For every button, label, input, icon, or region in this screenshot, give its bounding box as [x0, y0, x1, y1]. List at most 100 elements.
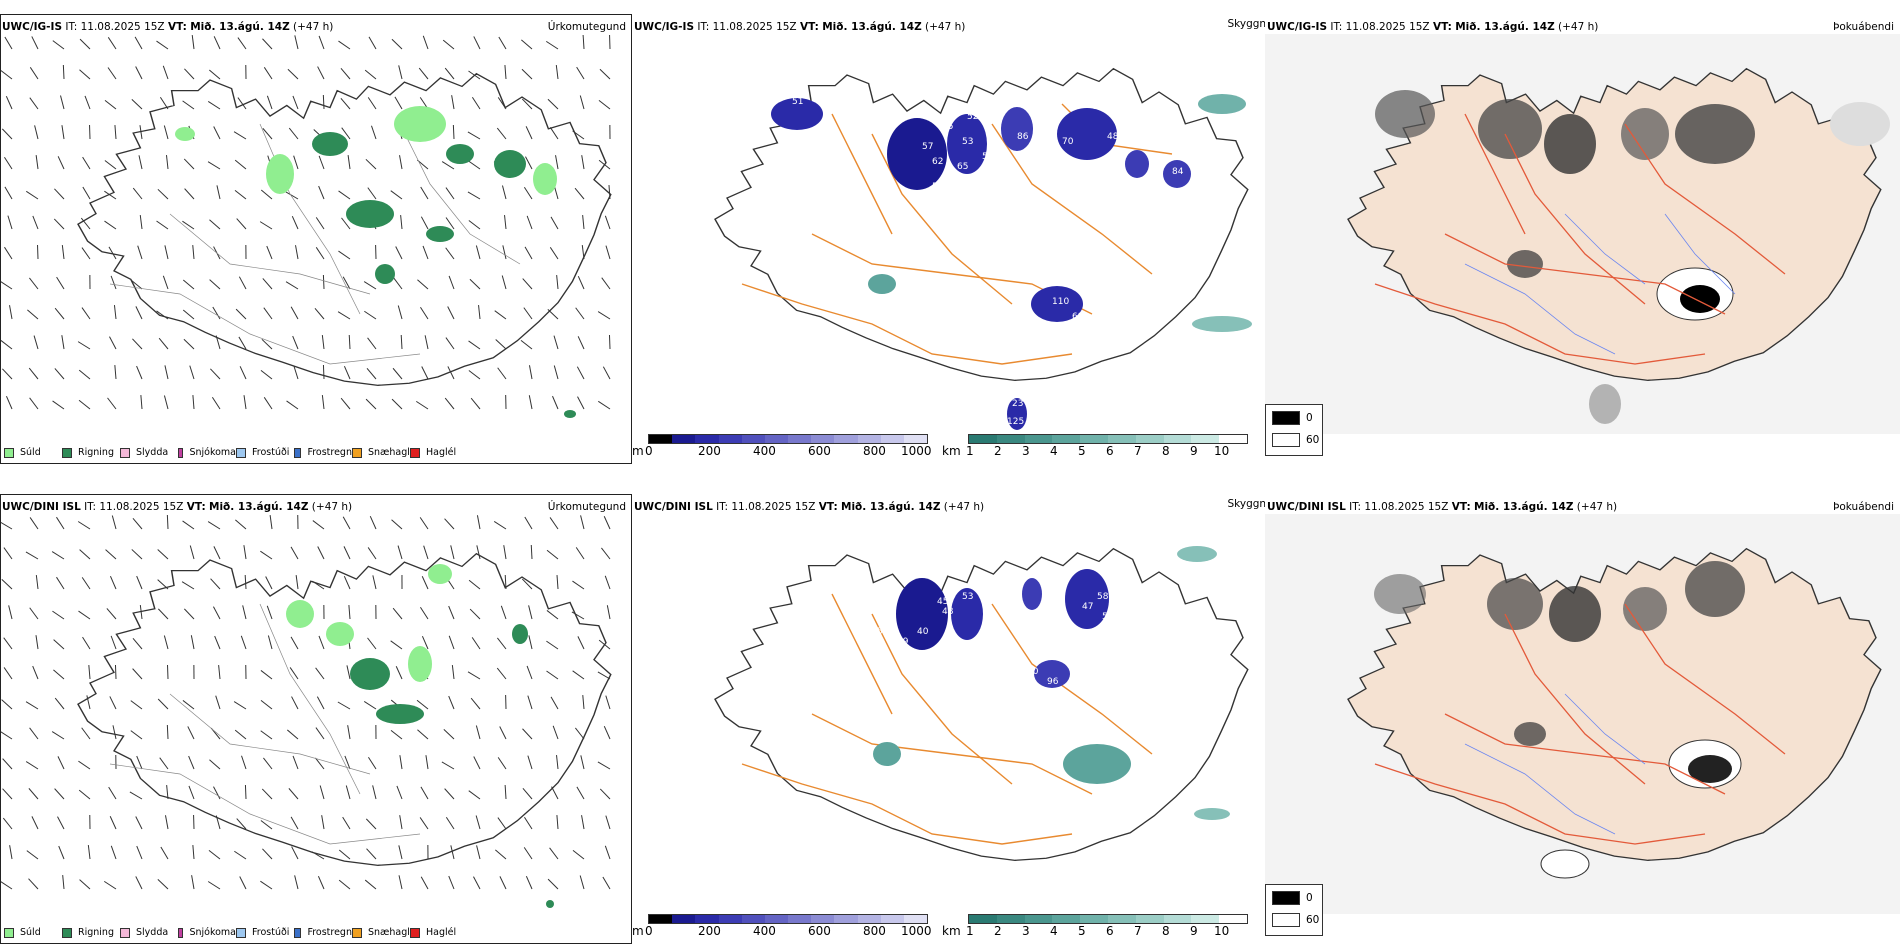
- wind-barb: [475, 725, 481, 740]
- elevation-tick: 1000: [901, 444, 932, 458]
- wind-barb: [212, 306, 221, 320]
- peak-label: 55: [1102, 612, 1113, 622]
- wind-barb: [522, 788, 533, 800]
- visibility-tick: 3: [1022, 924, 1030, 938]
- wind-barb: [241, 755, 247, 770]
- wind-barb: [574, 187, 585, 200]
- wind-barb: [338, 849, 351, 860]
- wind-barb: [475, 245, 481, 260]
- wind-barb: [237, 37, 247, 50]
- it-label: IT:: [716, 501, 729, 513]
- panel-fog-dini: UWC/DINI ISL IT: 11.08.2025 15Z VT: Mið.…: [1265, 494, 1900, 944]
- wind-barb: [521, 578, 533, 590]
- wind-barb: [163, 125, 169, 140]
- wind-barb: [556, 755, 559, 770]
- legend-swatch: [410, 927, 420, 938]
- wind-barb: [182, 220, 195, 230]
- wind-barb: [574, 727, 585, 740]
- wind-barb: [468, 370, 481, 380]
- wind-barb: [80, 217, 91, 230]
- wind-barb: [582, 215, 585, 230]
- low-visibility-areas: [873, 546, 1230, 820]
- wind-barb: [364, 69, 377, 80]
- wind-barb: [182, 309, 195, 320]
- elevation-unit: m: [632, 924, 644, 938]
- legend-swatch: [120, 447, 130, 458]
- wind-barb: [576, 66, 585, 80]
- wind-barb: [390, 640, 403, 650]
- wind-barb: [346, 665, 351, 680]
- wind-barb: [113, 305, 117, 320]
- wind-barb: [28, 878, 39, 890]
- legend-swatch: [120, 927, 130, 938]
- precip-type-legend: Súld Rigning Slydda Snjókoma Frostúði Fr…: [4, 447, 468, 458]
- wind-barb: [399, 755, 403, 770]
- wind-barb: [419, 517, 429, 530]
- legend-swatch: [410, 447, 420, 458]
- wind-barb: [0, 521, 13, 530]
- panel-header: UWC/DINI ISL IT: 11.08.2025 15Z VT: Mið.…: [2, 501, 352, 513]
- wind-barb: [107, 37, 117, 50]
- peak-label: 57: [922, 142, 933, 152]
- elevation-bar: [648, 914, 928, 924]
- wind-barb: [416, 699, 429, 710]
- legend-item: Haglél: [410, 447, 468, 458]
- wind-barb: [420, 876, 429, 890]
- wind-barb: [136, 845, 143, 860]
- wind-barb: [499, 726, 507, 740]
- wind-barb: [290, 546, 299, 560]
- wind-barb: [497, 817, 507, 830]
- wind-barb: [52, 610, 65, 620]
- init-time: 11.08.2025 15Z: [1364, 501, 1449, 513]
- wind-barb: [396, 785, 403, 800]
- legend-item: Frostúði: [236, 447, 294, 458]
- wind-barb: [317, 875, 325, 890]
- wind-barb: [293, 155, 299, 170]
- legend-item: Snjókoma: [178, 927, 236, 938]
- wind-barb: [473, 876, 481, 890]
- vt-label: VT:: [186, 501, 206, 513]
- model-name: UWC/DINI ISL: [634, 501, 713, 513]
- wind-barb: [524, 816, 533, 830]
- wind-barbs: [0, 514, 611, 890]
- wind-barb: [29, 97, 39, 110]
- wind-barb: [476, 545, 481, 560]
- wind-barb: [601, 547, 611, 560]
- peak-label: 74: [1092, 102, 1104, 112]
- wind-barb: [235, 308, 247, 320]
- peak-label: 51: [792, 97, 803, 107]
- wind-barb: [244, 574, 247, 590]
- wind-barb: [4, 186, 13, 200]
- legend-swatch: [352, 447, 362, 458]
- wind-barb: [79, 549, 91, 560]
- wind-barb: [35, 575, 39, 590]
- wind-barb: [523, 186, 533, 200]
- fog-areas: [1375, 90, 1890, 424]
- peak-label: 47: [1082, 602, 1093, 612]
- wind-barb: [581, 155, 585, 170]
- model-name: UWC/IG-IS: [634, 21, 695, 33]
- wind-barb: [597, 671, 611, 680]
- wind-barb: [443, 729, 455, 740]
- model-name: UWC/IG-IS: [2, 21, 63, 33]
- visibility-tick: 7: [1134, 444, 1142, 458]
- wind-barb: [576, 786, 585, 800]
- peak-labels: 54 45 53 48 58 47 55 66 57 49 40 10 96 95 129 99: [877, 582, 1113, 742]
- wind-barb: [391, 519, 403, 530]
- legend-label: Rigning: [78, 927, 114, 938]
- wind-barb: [500, 605, 507, 620]
- wind-barb: [114, 125, 117, 140]
- legend-item: Súld: [4, 927, 62, 938]
- legend-label: Frostregn: [307, 447, 352, 458]
- wind-barb: [368, 756, 377, 770]
- wind-barb: [192, 845, 195, 860]
- wind-barb: [51, 731, 65, 740]
- peak-label: 73: [1027, 152, 1038, 162]
- wind-barb: [549, 127, 559, 140]
- legend-item: Frostúði: [236, 927, 294, 938]
- fog-legend-label: 0: [1306, 892, 1313, 904]
- wind-barb: [365, 158, 377, 170]
- wind-barb: [163, 395, 169, 410]
- fog-index-legend: 0 60: [1265, 404, 1323, 456]
- wind-barb: [556, 575, 559, 590]
